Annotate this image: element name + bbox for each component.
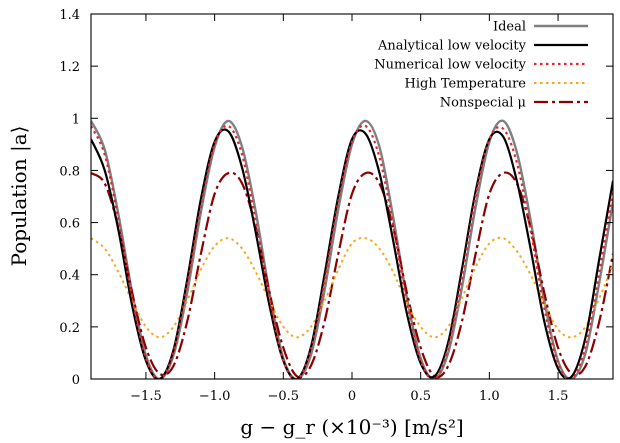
series-line-2 [91, 124, 613, 379]
ticks-layer: −1.5 −1.0 −0.5 0 0.5 1.0 1.5 0 0.2 0.4 0.6 0.8 1 1.2 1… [59, 8, 613, 404]
y-tick-label: 0.8 [59, 164, 80, 179]
y-tick-label: 0.2 [59, 321, 80, 336]
y-tick-label: 1.4 [59, 8, 80, 23]
series-layer [91, 119, 613, 379]
legend-label-3: High Temperature [405, 77, 527, 92]
y-tick-label: 1.2 [59, 60, 80, 75]
series-line-4 [91, 171, 613, 379]
y-tick-label: 0 [72, 373, 80, 388]
legend-label-0: Ideal [493, 20, 526, 35]
x-tick-label: 0 [348, 389, 356, 404]
x-axis-title: g − g_r (×10⁻³) [m/s²] [240, 415, 463, 439]
y-tick-label: 0.6 [59, 217, 80, 232]
legend-label-4: Nonspecial μ [440, 96, 526, 111]
y-tick-label: 1 [72, 112, 80, 127]
legend-label-2: Numerical low velocity [374, 58, 526, 73]
series-line-3 [91, 236, 613, 339]
legend: Ideal Analytical low velocity Numerical lo… [374, 20, 588, 111]
series-line-1 [91, 128, 613, 379]
x-tick-label: −1.5 [130, 389, 162, 404]
y-tick-label: 0.4 [59, 269, 80, 284]
x-tick-label: 1.0 [479, 389, 500, 404]
x-tick-label: 1.5 [548, 389, 569, 404]
x-tick-label: 0.5 [410, 389, 431, 404]
y-axis-title: Population |a⟩ [7, 126, 32, 267]
legend-label-1: Analytical low velocity [377, 39, 527, 54]
x-tick-label: −0.5 [268, 389, 300, 404]
x-tick-label: −1.0 [199, 389, 231, 404]
